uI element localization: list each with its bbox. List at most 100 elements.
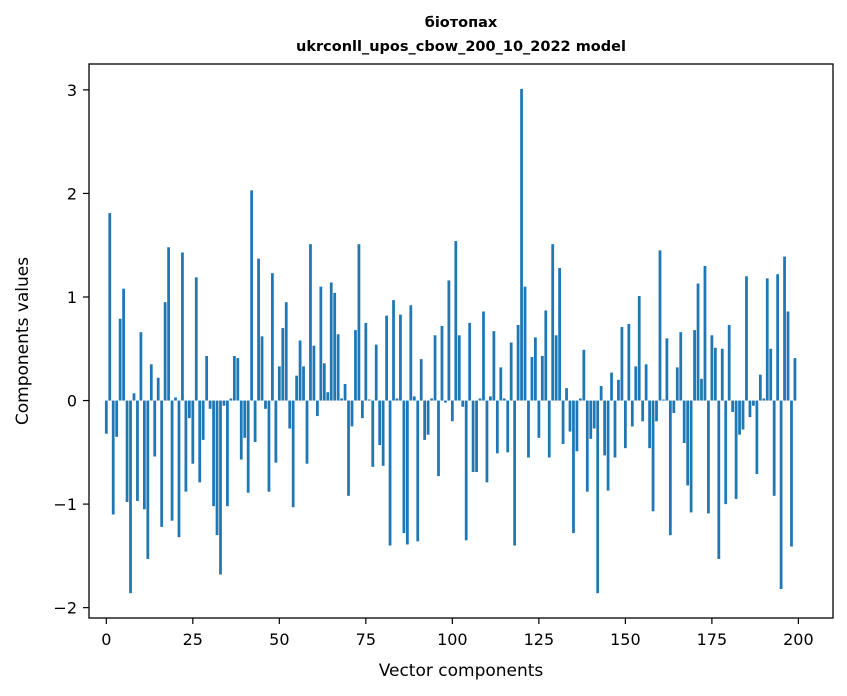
bar-163 [668, 400, 672, 536]
bar-161 [662, 399, 665, 401]
bar-193 [772, 400, 776, 496]
bar-140 [589, 400, 593, 439]
bar-41 [246, 400, 250, 493]
bars-group [104, 88, 797, 594]
bar-12 [146, 400, 150, 559]
bar-83 [392, 300, 395, 401]
bar-122 [527, 400, 530, 458]
bar-164 [672, 400, 676, 413]
bar-90 [416, 400, 420, 542]
y-tick-label: 3 [67, 81, 77, 100]
bar-175 [710, 335, 714, 401]
bar-146 [610, 372, 613, 401]
bar-39 [239, 400, 243, 460]
bar-114 [499, 367, 503, 401]
bar-14 [153, 400, 157, 457]
bar-7 [129, 400, 132, 594]
bar-148 [617, 379, 620, 401]
bar-70 [347, 400, 350, 496]
bar-73 [357, 244, 361, 401]
bar-184 [741, 400, 745, 430]
bar-91 [419, 359, 423, 401]
bar-29 [205, 356, 209, 401]
bar-72 [354, 330, 357, 401]
bar-147 [613, 400, 617, 458]
bar-68 [340, 398, 343, 401]
bar-196 [783, 256, 786, 401]
bar-17 [163, 302, 167, 401]
bar-4 [118, 318, 122, 401]
bar-25 [191, 400, 195, 464]
bar-84 [395, 398, 399, 401]
bar-54 [291, 400, 295, 508]
bar-71 [350, 400, 354, 427]
bar-149 [620, 327, 624, 401]
bar-118 [513, 400, 517, 546]
bar-76 [367, 399, 371, 401]
bar-136 [575, 400, 579, 452]
bar-145 [606, 400, 610, 491]
bar-26 [194, 277, 198, 401]
bar-108 [478, 398, 482, 401]
y-tick-label: −2 [53, 599, 77, 618]
bar-153 [634, 366, 638, 401]
bar-198 [790, 400, 793, 547]
bar-105 [468, 322, 472, 401]
chart-title: біотопах [425, 15, 498, 31]
bar-177 [717, 400, 721, 559]
y-axis-label: Components values [13, 257, 33, 425]
bar-79 [378, 400, 382, 446]
bar-143 [599, 386, 603, 401]
bar-191 [765, 278, 769, 401]
bar-178 [720, 348, 724, 401]
bar-56 [298, 340, 302, 401]
x-axis-label: Vector components [379, 661, 544, 681]
bar-111 [489, 396, 492, 401]
bar-97 [440, 325, 444, 401]
bar-124 [534, 337, 537, 401]
bar-166 [679, 332, 683, 401]
y-tick-label: −1 [53, 495, 77, 514]
bar-3 [115, 400, 119, 437]
bar-23 [184, 400, 188, 492]
bar-192 [769, 348, 773, 401]
bar-69 [343, 383, 347, 401]
bar-78 [374, 344, 378, 401]
bar-61 [316, 400, 319, 417]
bar-18 [167, 247, 170, 401]
bar-13 [149, 364, 153, 401]
bar-55 [295, 375, 299, 401]
bar-101 [454, 241, 458, 401]
bar-120 [520, 88, 523, 401]
bar-135 [572, 400, 575, 534]
bar-162 [665, 338, 669, 401]
bar-64 [326, 392, 330, 401]
bar-185 [745, 276, 748, 401]
plot-frame [88, 63, 834, 619]
bar-52 [284, 302, 288, 401]
bar-51 [281, 328, 285, 401]
bar-112 [492, 331, 496, 401]
bar-154 [637, 295, 641, 401]
bar-2 [111, 400, 115, 515]
bar-36 [229, 398, 233, 401]
x-tick-label: 0 [101, 630, 111, 649]
bar-6 [125, 400, 129, 503]
bar-144 [603, 400, 606, 456]
bar-134 [568, 400, 572, 432]
bar-59 [309, 244, 312, 401]
x-tick-label: 25 [183, 630, 203, 649]
bar-57 [302, 366, 305, 401]
bar-8 [132, 393, 136, 401]
bar-95 [433, 335, 437, 401]
bar-93 [426, 400, 430, 435]
bar-109 [482, 311, 485, 401]
bar-165 [675, 367, 679, 401]
bar-47 [267, 400, 271, 492]
bar-33 [219, 400, 222, 575]
bar-62 [319, 286, 323, 401]
bar-0 [104, 400, 108, 434]
bar-187 [752, 400, 755, 406]
x-axis-ticks: 0 25 50 75 100 125 150 175 200 [101, 618, 814, 649]
x-tick-label: 175 [697, 630, 728, 649]
